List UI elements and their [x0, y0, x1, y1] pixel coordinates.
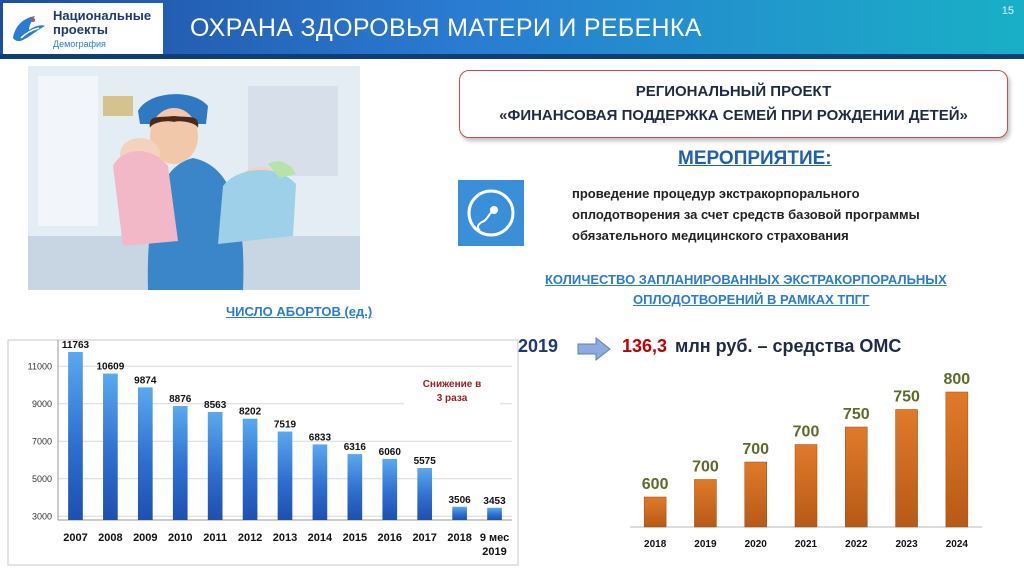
- nurse-with-babies-photo: [28, 66, 360, 290]
- planned-ivf-heading-line2: ОПЛОДОТВОРЕНИЙ В РАМКАХ ТПГГ: [633, 292, 870, 307]
- page-title: ОХРАНА ЗДОРОВЬЯ МАТЕРИ И РЕБЕНКА: [190, 14, 702, 42]
- abortions-data-label: 8876: [169, 394, 192, 405]
- ivf-data-label: 700: [742, 441, 769, 458]
- x-tick-label: 2012: [238, 532, 262, 544]
- ivf-sperm-egg-icon: [458, 180, 524, 246]
- abortions-data-label: 6833: [309, 432, 332, 443]
- abortions-bar: [68, 351, 83, 520]
- x-tick-label: 2013: [273, 532, 297, 544]
- logo-subtitle: Демография: [53, 39, 106, 49]
- x-tick-label: 2010: [168, 532, 192, 544]
- x-tick-label: 2008: [98, 532, 122, 544]
- event-heading: МЕРОПРИЯТИЕ:: [678, 148, 832, 169]
- x-tick-label: 2009: [133, 532, 157, 544]
- abortions-data-label: 3453: [483, 496, 506, 507]
- ivf-x-tick-label: 2023: [895, 539, 918, 550]
- abortions-chart-title: ЧИСЛО АБОРТОВ (ед.): [226, 304, 373, 319]
- y-tick-label: 9000: [32, 399, 52, 409]
- ivf-bar: [845, 426, 868, 528]
- ivf-bar: [945, 391, 969, 528]
- page-number: 15: [1001, 5, 1014, 17]
- ivf-x-tick-label: 2019: [694, 539, 717, 550]
- abortions-bar: [382, 458, 398, 520]
- annotation-line1: Снижение в: [422, 379, 482, 390]
- ivf-bar: [794, 444, 818, 528]
- y-tick-label: 7000: [32, 436, 52, 446]
- x-tick-label: 2018: [447, 532, 471, 544]
- x-tick-label: 2011: [203, 532, 227, 544]
- x-tick-label: 2015: [343, 532, 367, 544]
- abortions-bar: [312, 444, 328, 520]
- ivf-bar: [744, 461, 767, 528]
- abortions-data-label: 7519: [274, 420, 297, 431]
- dove-logo-icon: [13, 16, 45, 42]
- abortions-bar: [417, 467, 433, 520]
- event-line2: оплодотворения за счет средств базовой п…: [572, 207, 920, 222]
- funding-amount: 136,3: [622, 336, 668, 356]
- ivf-data-label: 600: [642, 476, 669, 493]
- header-stripe: [0, 54, 1024, 59]
- header-bar: [0, 0, 1024, 58]
- abortions-bar: [137, 387, 153, 520]
- abortions-bar: [347, 454, 363, 520]
- abortions-data-label: 6060: [379, 447, 402, 458]
- ivf-x-tick-label: 2020: [745, 539, 768, 550]
- event-description: проведение процедур экстракорпорального …: [572, 183, 992, 246]
- ivf-data-label: 800: [944, 371, 971, 388]
- logo-title-line1: Национальные: [53, 8, 152, 23]
- ivf-x-tick-label: 2022: [845, 539, 868, 550]
- regional-project-box: РЕГИОНАЛЬНЫЙ ПРОЕКТ «ФИНАНСОВАЯ ПОДДЕРЖК…: [459, 70, 1008, 138]
- abortions-bar: [277, 431, 293, 520]
- funding-year: 2019: [518, 336, 559, 356]
- y-tick-label: 11000: [28, 361, 52, 371]
- x-tick-label: 2007: [63, 532, 87, 544]
- abortions-bar: [172, 406, 188, 520]
- abortions-data-label: 3506: [448, 495, 471, 506]
- abortions-data-label: 11763: [62, 340, 90, 351]
- logo: Национальные проекты Демография: [3, 3, 163, 54]
- abortions-data-label: 6316: [344, 442, 367, 453]
- ivf-data-label: 750: [893, 389, 920, 406]
- event-line3: обязательного медицинского страхования: [572, 228, 849, 243]
- project-label: РЕГИОНАЛЬНЫЙ ПРОЕКТ: [635, 83, 832, 100]
- ivf-data-label: 750: [843, 406, 870, 423]
- abortions-data-label: 5575: [414, 456, 437, 467]
- decrease-annotation: Снижение в 3 раза: [404, 374, 500, 414]
- abortions-bar: [242, 418, 258, 520]
- ivf-x-tick-label: 2021: [795, 539, 818, 550]
- y-tick-label: 5000: [32, 474, 52, 484]
- ivf-x-tick-label: 2018: [644, 539, 667, 550]
- abortions-bar: [452, 506, 467, 520]
- abortions-data-label: 9874: [134, 375, 157, 386]
- project-name: «ФИНАНСОВАЯ ПОДДЕРЖКА СЕМЕЙ ПРИ РОЖДЕНИИ…: [499, 107, 968, 124]
- ivf-data-label: 700: [692, 459, 719, 476]
- abortions-bar: [487, 507, 502, 520]
- ivf-data-label: 700: [793, 424, 820, 441]
- arrow-right-icon: [577, 336, 611, 362]
- funding-source: млн руб. – средства ОМС: [675, 336, 902, 356]
- ivf-x-tick-label: 2024: [946, 539, 969, 550]
- ivf-bar: [643, 496, 667, 528]
- abortions-bar: [207, 411, 223, 520]
- abortions-data-label: 8563: [204, 400, 227, 411]
- x-tick-label: 2017: [412, 532, 436, 544]
- event-line1: проведение процедур экстракорпорального: [572, 186, 860, 201]
- abortions-bar: [103, 373, 118, 520]
- logo-title-line2: проекты: [53, 22, 108, 37]
- abortions-data-label: 8202: [239, 407, 262, 418]
- x-tick-label: 2014: [308, 532, 333, 544]
- ivf-bar: [895, 409, 918, 528]
- y-tick-label: 3000: [32, 511, 52, 521]
- ivf-bar: [694, 479, 717, 528]
- planned-ivf-heading-line1: КОЛИЧЕСТВО ЗАПЛАНИРОВАННЫХ ЭКСТРАКОРПОРА…: [545, 272, 947, 287]
- annotation-line2: 3 раза: [436, 393, 468, 404]
- abortions-data-label: 10609: [96, 362, 124, 373]
- x-tick-label: 9 мес 2019: [480, 532, 509, 558]
- x-tick-label: 2016: [378, 532, 402, 544]
